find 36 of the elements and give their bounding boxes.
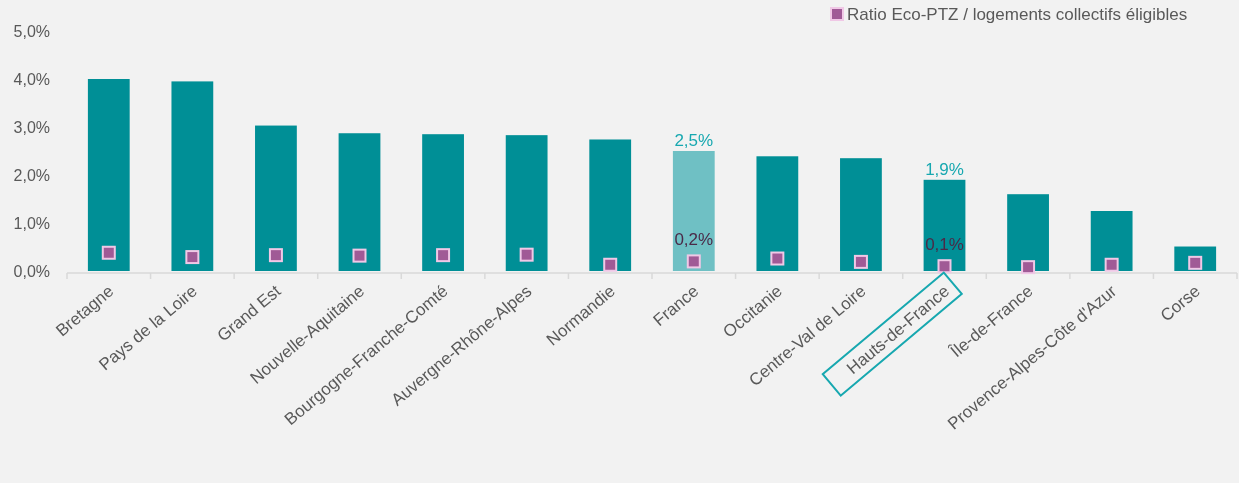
point [352,248,367,263]
bar [171,81,214,271]
bar [1090,211,1133,271]
bar [338,133,381,271]
bar [87,79,130,271]
y-tick-label: 0,0% [13,262,50,280]
point [770,251,785,266]
bar [672,151,715,271]
bar [1007,194,1049,271]
y-tick-label: 4,0% [13,70,50,88]
point [853,254,868,269]
data-label: 0,1% [925,235,964,255]
point [1021,260,1036,275]
point [436,248,451,263]
point [937,259,952,274]
bar [422,134,464,271]
y-tick-label: 2,0% [13,166,50,184]
point [603,257,618,272]
data-label: 0,2% [674,230,714,250]
bar [589,139,632,271]
bar [840,158,882,271]
legend-label: Ratio Eco-PTZ / logements collectifs éligibles [847,4,1188,24]
point [519,247,534,262]
point [185,250,200,265]
y-tick-label: 5,0% [13,22,50,40]
data-label: 2,5% [674,131,714,150]
bar [756,156,799,271]
bar [505,135,548,271]
point [268,248,283,263]
y-tick-label: 3,0% [13,118,50,136]
point [686,254,701,269]
bar [255,125,297,271]
data-label: 1,9% [925,159,964,179]
point [101,245,116,260]
point [1104,257,1119,272]
y-tick-label: 1,0% [13,214,50,232]
